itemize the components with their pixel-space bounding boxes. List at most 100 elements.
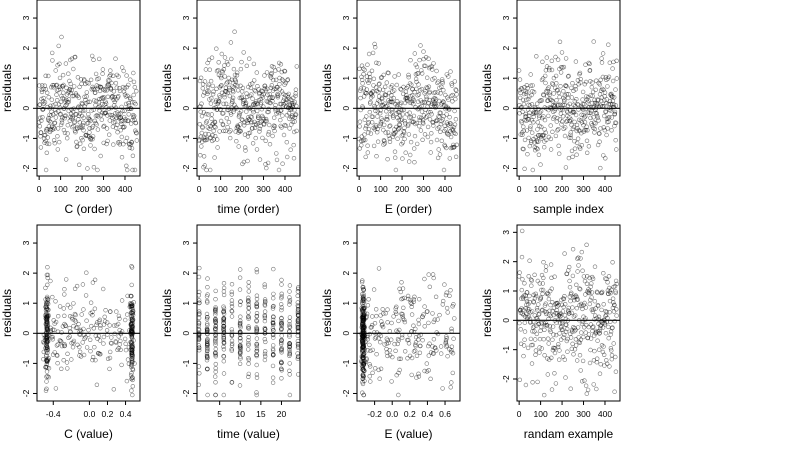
data-point — [279, 69, 284, 75]
data-point — [601, 271, 606, 276]
data-point — [198, 153, 203, 158]
data-point — [409, 304, 414, 309]
data-point — [413, 335, 419, 340]
data-point — [200, 86, 206, 91]
data-point — [524, 290, 530, 295]
data-point — [594, 386, 599, 392]
data-point — [49, 335, 54, 340]
data-point — [571, 352, 576, 357]
data-point — [215, 67, 221, 73]
data-point — [279, 359, 284, 364]
data-point — [372, 41, 377, 47]
data-point — [84, 318, 89, 323]
data-point — [45, 327, 51, 333]
data-point — [542, 117, 548, 123]
data-point — [71, 84, 77, 89]
data-point — [588, 347, 593, 353]
data-point — [257, 129, 262, 134]
data-point — [38, 130, 44, 135]
data-point — [63, 157, 69, 162]
data-point — [246, 280, 251, 285]
data-point — [246, 335, 251, 340]
y-tick-label: 0 — [501, 318, 511, 323]
data-point — [289, 107, 294, 112]
data-point — [534, 54, 539, 59]
data-point — [237, 320, 243, 326]
data-point — [233, 79, 239, 85]
data-point — [599, 343, 605, 348]
data-point — [205, 292, 210, 297]
data-point — [557, 331, 562, 336]
data-point — [92, 277, 98, 282]
data-point — [285, 154, 290, 160]
data-point — [287, 299, 292, 305]
data-point — [587, 67, 593, 73]
data-point — [613, 138, 618, 143]
data-point — [564, 322, 569, 327]
data-point — [118, 331, 124, 337]
data-point — [287, 298, 293, 303]
data-point — [86, 327, 91, 333]
data-point — [96, 56, 102, 62]
data-point — [371, 287, 377, 292]
data-point — [393, 167, 399, 173]
data-point — [405, 293, 411, 299]
data-point — [400, 286, 406, 291]
x-tick-label: 100 — [214, 184, 228, 194]
data-point — [262, 122, 267, 127]
data-point — [294, 64, 299, 69]
data-point — [271, 296, 276, 301]
data-point — [204, 358, 210, 363]
data-point — [452, 130, 457, 136]
data-point — [197, 121, 203, 127]
data-point — [44, 374, 49, 379]
data-point — [426, 84, 432, 89]
data-point — [610, 66, 615, 71]
data-point — [376, 61, 381, 66]
data-point — [573, 343, 579, 348]
data-point — [221, 328, 227, 333]
data-point — [601, 352, 607, 357]
data-point — [598, 77, 603, 83]
data-point — [542, 303, 548, 308]
data-point — [553, 73, 559, 79]
data-point — [45, 299, 50, 305]
data-point — [206, 57, 212, 62]
data-point — [611, 95, 617, 100]
data-point — [574, 294, 579, 299]
data-point — [406, 74, 411, 80]
data-point — [89, 53, 95, 59]
data-point — [527, 143, 532, 149]
data-point — [598, 126, 603, 131]
data-point — [221, 347, 227, 352]
data-point — [525, 85, 530, 91]
data-point — [44, 321, 49, 326]
data-point — [546, 296, 552, 302]
data-point — [603, 309, 608, 314]
data-point — [562, 313, 568, 318]
data-point — [84, 90, 90, 95]
data-point — [570, 305, 575, 310]
data-point — [234, 73, 240, 78]
data-point — [84, 345, 90, 350]
data-point — [435, 80, 440, 86]
data-point — [81, 326, 86, 332]
data-point — [420, 118, 426, 123]
data-point — [549, 97, 554, 103]
data-point — [535, 127, 540, 132]
data-point — [400, 132, 406, 137]
data-point — [449, 344, 455, 349]
data-point — [579, 303, 584, 309]
data-point — [122, 124, 127, 130]
data-point — [425, 124, 431, 130]
data-point — [92, 345, 97, 350]
data-point — [604, 309, 609, 315]
data-point — [87, 117, 93, 122]
data-point — [131, 70, 136, 76]
data-point — [213, 374, 218, 379]
data-point — [430, 344, 435, 349]
data-point — [408, 139, 414, 145]
data-point — [380, 307, 385, 312]
data-point — [256, 115, 261, 121]
